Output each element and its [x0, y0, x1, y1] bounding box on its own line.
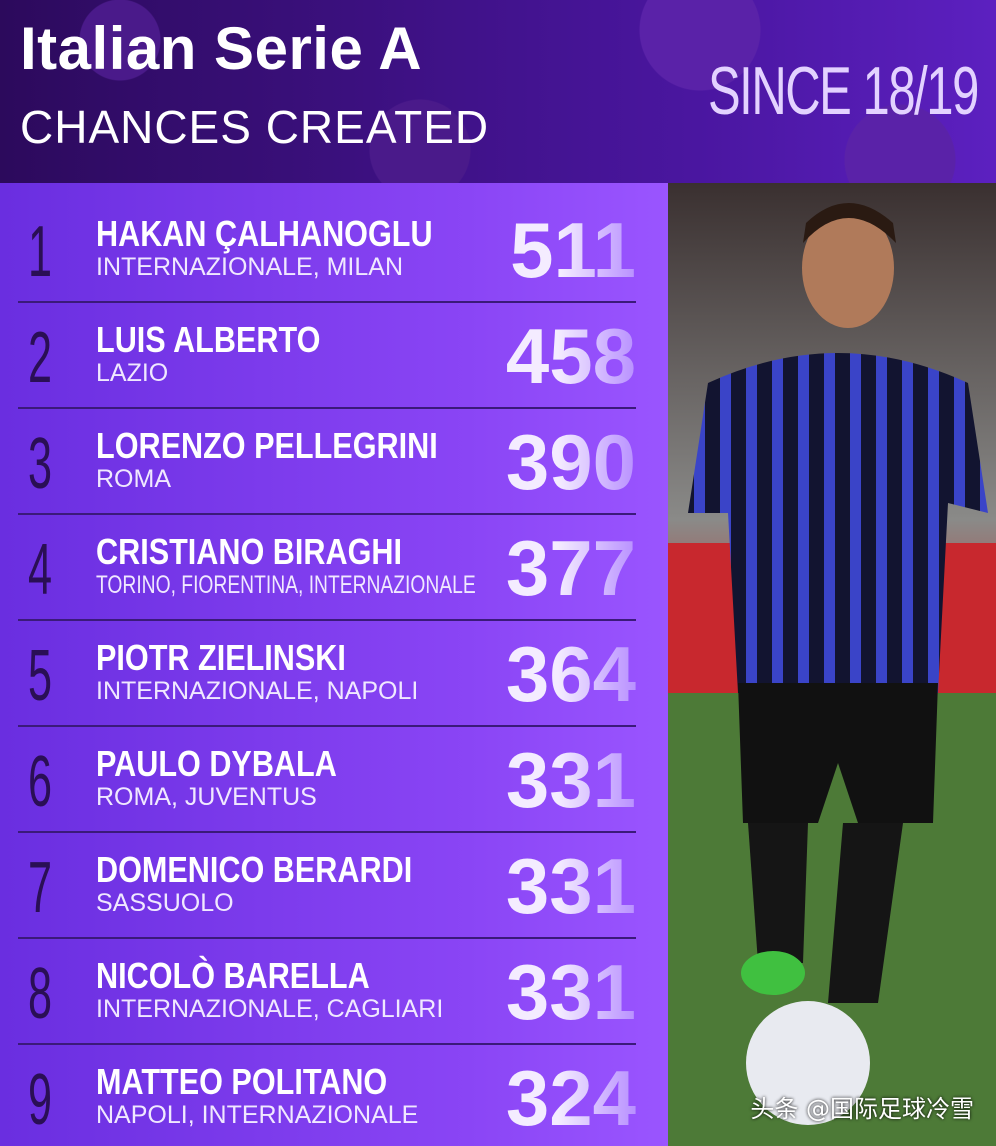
table-row: 4 CRISTIANO BIRAGHI TORINO, FIORENTINA, IN… [18, 513, 636, 621]
player-name: PAULO DYBALA [96, 743, 337, 784]
chances-value: 331 [505, 948, 636, 1036]
rank: 4 [28, 530, 53, 610]
player-name: LORENZO PELLEGRINI [96, 425, 438, 466]
chances-value: 331 [505, 736, 636, 824]
player-name: DOMENICO BERARDI [96, 849, 413, 890]
rank: 9 [28, 1060, 53, 1140]
header: Italian Serie A CHANCES CREATED SINCE 18… [0, 0, 996, 183]
table-row: 6 PAULO DYBALA ROMA, JUVENTUS 331 [18, 725, 636, 833]
club-name: INTERNAZIONALE, CAGLIARI [96, 995, 444, 1023]
player-name: MATTEO POLITANO [96, 1061, 388, 1102]
rank: 3 [28, 424, 53, 504]
club-name: SASSUOLO [96, 889, 234, 917]
table-row: 3 LORENZO PELLEGRINI ROMA 390 [18, 407, 636, 515]
chances-value: 458 [505, 312, 636, 400]
club-name: INTERNAZIONALE, MILAN [96, 253, 403, 281]
since-label: SINCE 18/19 [708, 53, 979, 129]
chances-value: 324 [505, 1054, 636, 1142]
table-row: 1 HAKAN ÇALHANOGLU INTERNAZIONALE, MILAN 51… [18, 195, 636, 303]
player-photo [668, 183, 996, 1146]
table-row: 2 LUIS ALBERTO LAZIO 458 [18, 301, 636, 409]
table-row: 7 DOMENICO BERARDI SASSUOLO 331 [18, 831, 636, 939]
chances-value: 364 [505, 630, 636, 718]
club-name: LAZIO [96, 359, 169, 387]
rank: 6 [28, 742, 53, 822]
table-row: 9 MATTEO POLITANO NAPOLI, INTERNAZIONALE 32… [18, 1043, 636, 1146]
player-name: NICOLÒ BARELLA [96, 955, 370, 996]
subtitle: CHANCES CREATED [20, 101, 490, 153]
title: Italian Serie A [20, 15, 423, 82]
rank: 5 [28, 636, 53, 716]
rank: 7 [28, 848, 53, 928]
table-row: 5 PIOTR ZIELINSKI INTERNAZIONALE, NAPOLI 36… [18, 619, 636, 727]
chances-value: 331 [505, 842, 636, 930]
club-name: ROMA, JUVENTUS [96, 783, 317, 811]
club-name: ROMA [96, 465, 171, 493]
chances-value: 390 [505, 418, 636, 506]
chances-value: 511 [510, 206, 636, 294]
player-name: LUIS ALBERTO [96, 319, 321, 360]
watermark: 头条 @国际足球冷雪 [750, 1095, 974, 1123]
club-name: INTERNAZIONALE, NAPOLI [96, 677, 419, 705]
club-name: NAPOLI, INTERNAZIONALE [96, 1101, 419, 1129]
rank: 8 [28, 954, 53, 1034]
ranking-table: 1 HAKAN ÇALHANOGLU INTERNAZIONALE, MILAN 51… [0, 183, 668, 1146]
player-name: CRISTIANO BIRAGHI [96, 531, 402, 572]
chances-value: 377 [505, 524, 636, 612]
table-row: 8 NICOLÒ BARELLA INTERNAZIONALE, CAGLIARI 3… [18, 937, 636, 1045]
club-name: TORINO, FIORENTINA, INTERNAZIONALE [96, 571, 476, 599]
rank: 2 [28, 318, 53, 398]
player-name: PIOTR ZIELINSKI [96, 637, 346, 678]
rank: 1 [28, 212, 53, 292]
player-name: HAKAN ÇALHANOGLU [96, 213, 433, 254]
